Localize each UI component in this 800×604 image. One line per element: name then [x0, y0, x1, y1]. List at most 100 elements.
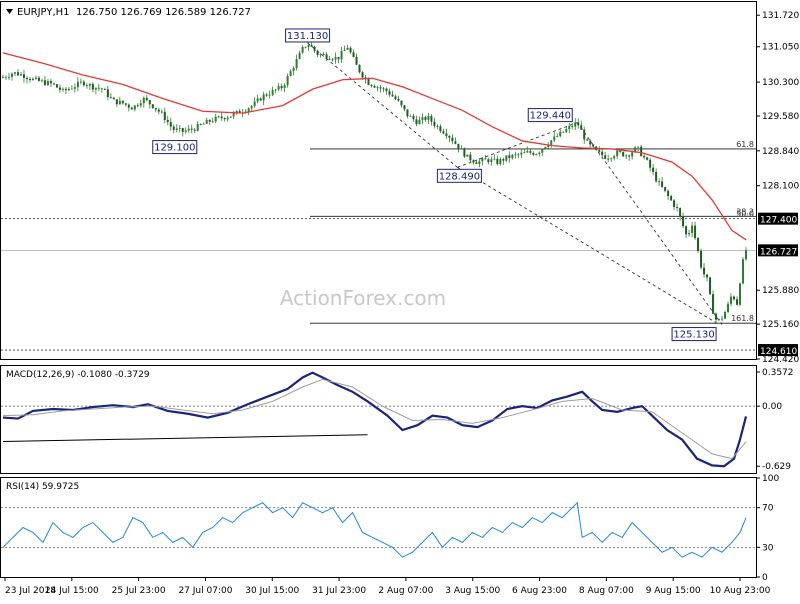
rsi-panel-border [0, 477, 757, 578]
candle-body [49, 81, 52, 84]
candle-body [268, 94, 271, 96]
candle-body [151, 104, 154, 108]
candle-body [679, 208, 682, 217]
candle-body [478, 161, 481, 164]
x-tick-label: 25 Jul 23:00 [112, 586, 166, 596]
candle-body [31, 78, 34, 81]
candle-body [496, 158, 499, 164]
candle-body [277, 86, 280, 90]
candle-body [121, 100, 124, 104]
candle-body [250, 106, 253, 109]
candle-body [706, 274, 709, 278]
candle-body [25, 78, 28, 80]
candle-body [88, 84, 91, 86]
rsi-line [2, 501, 747, 558]
candle-body [133, 105, 136, 110]
candle-body [505, 155, 508, 161]
candle-body [112, 97, 115, 100]
price-annotation: 125.130 [673, 330, 714, 341]
candle-body [202, 123, 205, 125]
candle-body [562, 131, 565, 133]
candle-body [73, 87, 76, 89]
candle-body [28, 79, 31, 81]
y-tick-label: 129.580 [762, 112, 799, 122]
candle-body [61, 88, 64, 90]
candle-body [256, 98, 259, 102]
candle-body [79, 81, 82, 83]
candle-body [64, 88, 67, 91]
price-box-label: 126.727 [760, 247, 797, 257]
candle-body [190, 128, 193, 130]
candle-body [649, 159, 652, 168]
candle-body [334, 57, 337, 60]
candle-body [262, 94, 265, 101]
candle-body [604, 155, 607, 159]
candle-body [418, 120, 421, 125]
candle-body [325, 54, 328, 59]
candle-body [463, 148, 466, 157]
candle-body [655, 171, 658, 182]
candle-body [448, 135, 451, 138]
candle-body [502, 159, 505, 161]
candle-body [667, 190, 670, 197]
candle-body [517, 154, 520, 156]
candle-body [328, 58, 331, 60]
candle-body [34, 77, 37, 79]
candle-body [523, 152, 526, 154]
candle-body [688, 233, 691, 235]
candle-body [544, 147, 547, 149]
candle-body [676, 207, 679, 209]
candle-body [553, 136, 556, 141]
candle-body [430, 116, 433, 122]
candle-body [556, 136, 559, 138]
candle-body [226, 117, 229, 120]
collapse-arrow-icon[interactable] [6, 9, 13, 14]
candle-body [436, 125, 439, 127]
candle-body [124, 103, 127, 105]
candle-body [388, 91, 391, 95]
candle-body [586, 139, 589, 141]
price-panel-border [0, 1, 757, 360]
candle-body [574, 122, 577, 127]
macd-y-tick-label: -0.629 [762, 462, 791, 472]
candle-body [742, 259, 745, 284]
candle-body [661, 181, 664, 188]
candle-body [43, 80, 46, 85]
candle-body [322, 54, 325, 55]
candle-body [709, 277, 712, 295]
candle-body [739, 283, 742, 305]
candle-body [511, 154, 514, 158]
y-tick-label: 130.300 [762, 78, 799, 88]
candle-body [715, 313, 718, 320]
x-tick-label: 2 Aug 07:00 [378, 586, 433, 596]
candle-body [7, 76, 10, 78]
candle-body [127, 104, 130, 108]
candle-body [385, 88, 388, 92]
candle-body [643, 156, 646, 158]
candle-body [16, 72, 19, 76]
candle-body [157, 109, 160, 112]
candle-body [163, 111, 166, 121]
y-tick-label: 131.050 [762, 43, 799, 53]
candle-body [403, 105, 406, 110]
candle-body [526, 151, 529, 153]
candle-body [427, 116, 430, 120]
x-tick-label: 23 Jul 2018 [5, 586, 56, 596]
candle-body [493, 158, 496, 160]
candle-body [550, 140, 553, 145]
candle-body [634, 147, 637, 153]
candle-body [313, 46, 316, 51]
candle-body [136, 105, 139, 107]
candle-body [271, 89, 274, 95]
candle-body [211, 121, 214, 123]
trend-line [307, 42, 458, 168]
header-ohlc: 126.750 126.769 126.589 126.727 [76, 7, 251, 18]
watermark: ActionForex.com [280, 286, 446, 310]
level-label: 161.8 [731, 314, 754, 323]
candle-body [196, 124, 199, 131]
candle-body [712, 294, 715, 314]
x-tick-label: 30 Jul 15:00 [245, 586, 299, 596]
candle-body [316, 50, 319, 55]
candle-body [400, 100, 403, 106]
candle-body [559, 131, 562, 137]
